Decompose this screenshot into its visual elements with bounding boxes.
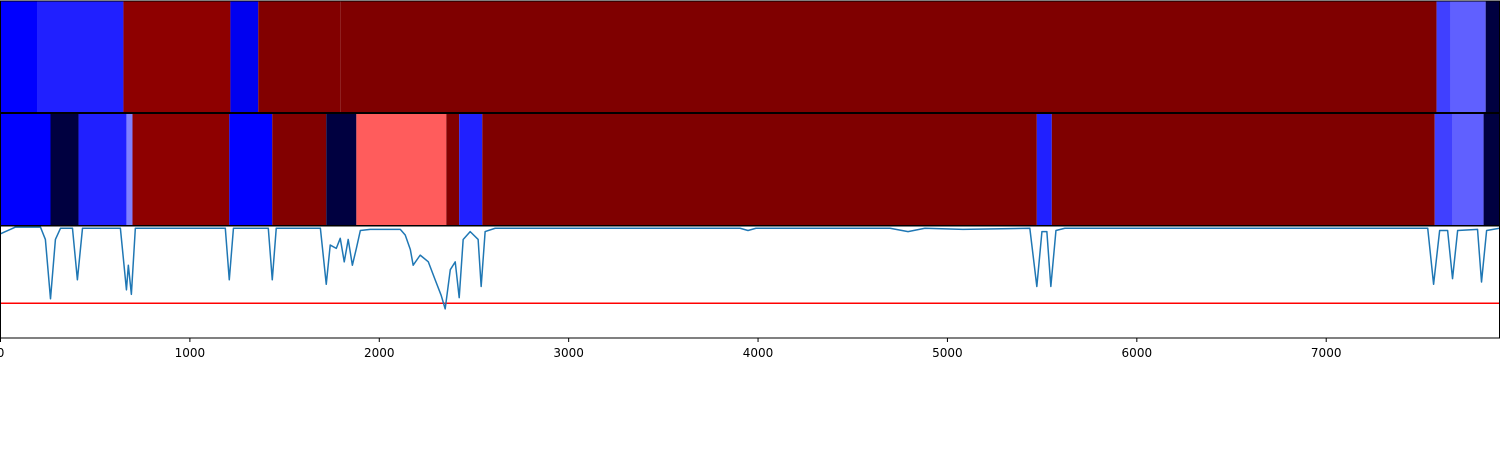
band-segment — [132, 113, 230, 226]
x-tick-label: 5000 — [932, 346, 963, 360]
band-segment — [1436, 1, 1451, 113]
band-segment — [1434, 113, 1453, 226]
band-segment — [272, 113, 327, 226]
band-segment — [123, 1, 231, 113]
band-segment — [340, 1, 1437, 113]
band-segment — [1036, 113, 1052, 226]
x-tick-label: 3000 — [553, 346, 584, 360]
band-segment — [459, 113, 483, 226]
band-segment — [482, 113, 1037, 226]
band-segment — [258, 1, 341, 113]
band-segment — [37, 1, 124, 113]
band-segment — [230, 1, 259, 113]
x-tick-label: 0 — [0, 346, 4, 360]
band-segment — [1452, 113, 1484, 226]
band-segment — [78, 113, 127, 226]
band-segment — [446, 113, 460, 226]
panel-frame — [0, 226, 1500, 338]
band-segment — [356, 113, 447, 226]
x-tick-label: 1000 — [175, 346, 206, 360]
band-segment — [0, 1, 38, 113]
x-tick-label: 2000 — [364, 346, 395, 360]
x-tick-label: 7000 — [1311, 346, 1342, 360]
band-segment — [126, 113, 133, 226]
x-tick-label: 6000 — [1122, 346, 1153, 360]
band-segment — [1483, 113, 1500, 226]
band-segment — [50, 113, 79, 226]
band-segment — [229, 113, 273, 226]
band-segment — [1450, 1, 1486, 113]
line-series — [0, 226, 1500, 310]
x-tick-label: 4000 — [743, 346, 774, 360]
band-segment — [1485, 1, 1500, 113]
band-segment — [1051, 113, 1435, 226]
band-segment — [326, 113, 357, 226]
band-segment — [0, 113, 51, 226]
